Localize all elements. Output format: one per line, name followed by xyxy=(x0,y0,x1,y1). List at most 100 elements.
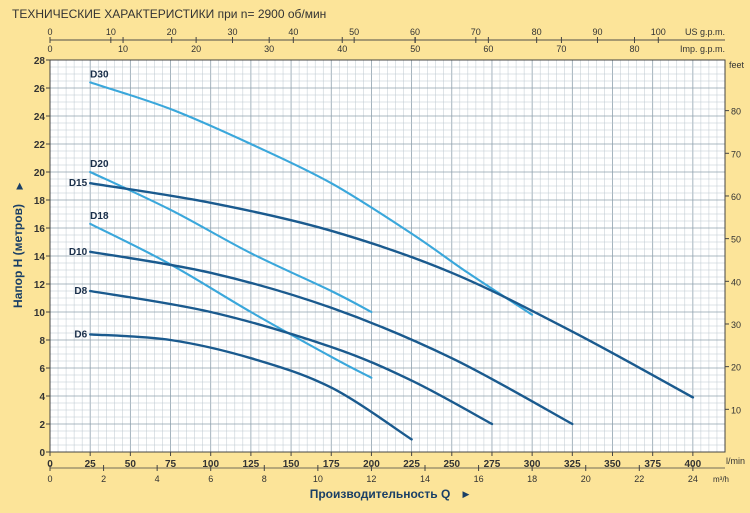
x-tick-label: 200 xyxy=(363,459,380,470)
imp-gpm-tick-label: 40 xyxy=(337,44,347,54)
series-d18-label: D18 xyxy=(90,211,109,222)
x-tick-label: 250 xyxy=(443,459,460,470)
x-axis-title: Производительность Q xyxy=(310,487,451,501)
series-d8-line xyxy=(89,289,494,426)
us-gpm-tick-label: 40 xyxy=(288,27,298,37)
y-tick-label: 18 xyxy=(34,196,46,207)
x-tick-label: 75 xyxy=(165,459,177,470)
us-gpm-tick-label: 100 xyxy=(651,27,666,37)
imp-gpm-tick-label: 80 xyxy=(629,44,639,54)
y-tick-label: 20 xyxy=(34,168,46,179)
y-tick-label: 22 xyxy=(34,140,46,151)
us-gpm-tick-label: 80 xyxy=(532,27,542,37)
imp-gpm-tick-label: 20 xyxy=(191,44,201,54)
y-tick-label: 6 xyxy=(39,364,45,375)
imp-gpm-tick-label: 70 xyxy=(556,44,566,54)
feet-tick-label: 20 xyxy=(731,363,741,373)
y-axis-arrow-icon: ▶ xyxy=(14,182,24,189)
imp-gpm-tick-label: 10 xyxy=(118,44,128,54)
m3h-tick-label: 14 xyxy=(420,474,430,484)
chart-title: ТЕХНИЧЕСКИЕ ХАРАКТЕРИСТИКИ при n= 2900 о… xyxy=(12,7,326,21)
m3h-tick-label: 0 xyxy=(47,474,52,484)
y-tick-label: 12 xyxy=(34,280,46,291)
imp-gpm-tick-label: 50 xyxy=(410,44,420,54)
y-tick-label: 26 xyxy=(34,84,46,95)
y-tick-label: 16 xyxy=(34,224,46,235)
x-tick-label: 325 xyxy=(564,459,581,470)
us-gpm-tick-label: 0 xyxy=(47,27,52,37)
feet-tick-label: 60 xyxy=(731,192,741,202)
us-gpm-tick-label: 70 xyxy=(471,27,481,37)
x-tick-label: 125 xyxy=(243,459,260,470)
feet-tick-label: 40 xyxy=(731,277,741,287)
imp-gpm-tick-label: 30 xyxy=(264,44,274,54)
feet-tick-label: 80 xyxy=(731,107,741,117)
m3h-tick-label: 24 xyxy=(688,474,698,484)
y-tick-label: 0 xyxy=(39,448,45,459)
series-d10-line xyxy=(89,250,574,426)
x-tick-label: 275 xyxy=(484,459,501,470)
us-gpm-tick-label: 20 xyxy=(167,27,177,37)
feet-tick-label: 10 xyxy=(731,405,741,415)
y-tick-label: 2 xyxy=(39,420,45,431)
x-tick-label: 300 xyxy=(524,459,541,470)
series-d18-line xyxy=(89,222,373,379)
series-d20-line xyxy=(89,170,373,314)
series-d15-label: D15 xyxy=(69,178,88,189)
us-gpm-tick-label: 30 xyxy=(227,27,237,37)
us-gpm-tick-label: 90 xyxy=(592,27,602,37)
axes: 0 25 50 75 100 125 150 175 200 225 250 275 300 325 350… xyxy=(34,27,745,484)
series-d30-line xyxy=(89,81,534,316)
x-tick-label: 400 xyxy=(685,459,702,470)
m3h-tick-label: 12 xyxy=(366,474,376,484)
imp-gpm-unit-label: Imp. g.p.m. xyxy=(680,44,725,54)
m3h-tick-label: 18 xyxy=(527,474,537,484)
y-tick-label: 14 xyxy=(34,252,46,263)
m3h-tick-label: 16 xyxy=(474,474,484,484)
series-group xyxy=(89,81,695,441)
feet-unit-label: feet xyxy=(729,60,745,70)
feet-tick-label: 30 xyxy=(731,320,741,330)
x-unit-label: l/min xyxy=(726,456,745,466)
us-gpm-unit-label: US g.p.m. xyxy=(685,27,725,37)
x-tick-label: 350 xyxy=(604,459,621,470)
y-tick-label: 24 xyxy=(34,112,46,123)
x-tick-label: 50 xyxy=(125,459,137,470)
m3h-tick-label: 4 xyxy=(155,474,160,484)
x-tick-label: 225 xyxy=(403,459,420,470)
y-tick-label: 8 xyxy=(39,336,45,347)
m3h-tick-label: 6 xyxy=(208,474,213,484)
series-d8-label: D8 xyxy=(74,286,87,297)
x-tick-label: 375 xyxy=(644,459,661,470)
us-gpm-tick-label: 10 xyxy=(106,27,116,37)
feet-tick-label: 50 xyxy=(731,235,741,245)
y-tick-label: 10 xyxy=(34,308,46,319)
us-gpm-tick-label: 60 xyxy=(410,27,420,37)
us-gpm-tick-label: 50 xyxy=(349,27,359,37)
m3h-tick-label: 10 xyxy=(313,474,323,484)
m3h-tick-label: 22 xyxy=(634,474,644,484)
series-d10-label: D10 xyxy=(69,247,88,258)
x-tick-label: 100 xyxy=(202,459,219,470)
m3h-unit-label: m³/h xyxy=(713,475,729,484)
imp-gpm-tick-label: 0 xyxy=(47,44,52,54)
feet-tick-label: 70 xyxy=(731,149,741,159)
x-tick-label: 0 xyxy=(47,459,53,470)
series-d30-label: D30 xyxy=(90,69,109,80)
x-tick-label: 25 xyxy=(85,459,97,470)
m3h-tick-label: 20 xyxy=(581,474,591,484)
series-d6-label: D6 xyxy=(74,329,87,340)
y-tick-label: 4 xyxy=(39,392,45,403)
series-d6-line xyxy=(89,333,413,441)
m3h-tick-label: 8 xyxy=(262,474,267,484)
y-axis-title: Напор H (метров) xyxy=(11,204,25,308)
x-tick-label: 150 xyxy=(283,459,300,470)
x-axis-arrow-icon: ▶ xyxy=(463,489,470,499)
series-d15-line xyxy=(89,182,695,399)
series-d20-label: D20 xyxy=(90,159,109,170)
x-tick-label: 175 xyxy=(323,459,340,470)
imp-gpm-tick-label: 60 xyxy=(483,44,493,54)
